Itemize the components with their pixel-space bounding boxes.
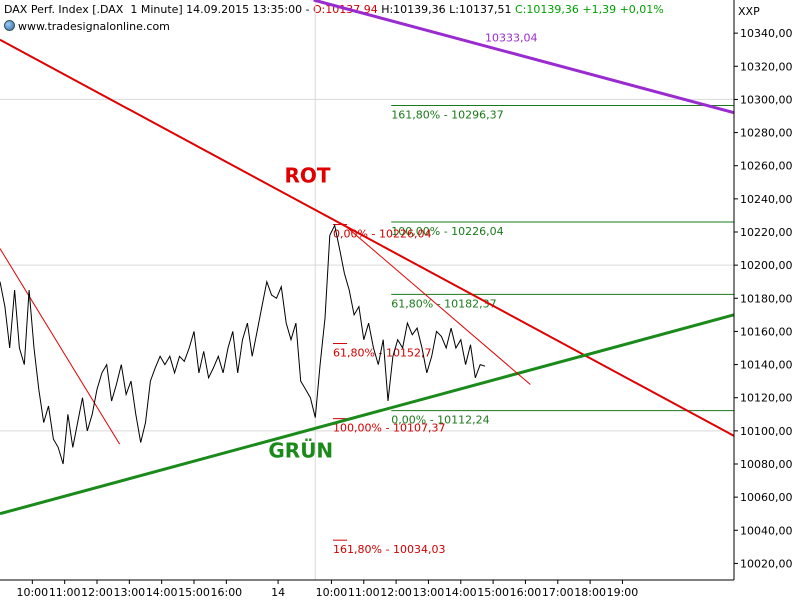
site-link[interactable]: www.tradesignalonline.com [4, 20, 170, 33]
y-tick-label: 10060,00 [740, 491, 793, 504]
x-tick-label: 16:00 [510, 586, 542, 599]
y-tick-label: 10300,00 [740, 93, 793, 106]
trend-line [0, 313, 735, 516]
fib-level-label: 100,00% - 10226,04 [391, 225, 503, 238]
y-tick-label: 10100,00 [740, 425, 793, 438]
fib-level-label: 100,00% - 10107,37 [333, 422, 445, 435]
header-high: H:10139,36 [377, 3, 446, 16]
y-tick-label: 10200,00 [740, 259, 793, 272]
x-tick-label: 12:00 [81, 586, 113, 599]
x-tick-label: 11:00 [49, 586, 81, 599]
header-close: C:10139,36 +1,39 +0,01% [511, 3, 664, 16]
y-tick-label: 10260,00 [740, 160, 793, 173]
x-tick-label: 14:00 [445, 586, 477, 599]
fib-level-label: 61,80% - 10182,37 [391, 297, 496, 310]
x-tick-label: 10:00 [16, 586, 48, 599]
price-line [0, 223, 486, 465]
header-title: DAX Perf. Index [.DAX 1 Minute] 14.09.20… [4, 3, 314, 16]
trend-line [0, 38, 735, 437]
header-low: L:10137,51 [445, 3, 512, 16]
chart-grid [0, 0, 734, 580]
x-tick-label: 14 [271, 586, 285, 599]
x-tick-label: 14:00 [146, 586, 178, 599]
fib-levels: 161,80% - 10296,37 100,00% - 10226,04 61,8… [333, 104, 734, 556]
symbol-label: XXP [738, 5, 760, 18]
x-tick-label: 13:00 [413, 586, 445, 599]
y-tick-label: 10320,00 [740, 60, 793, 73]
y-tick-label: 10020,00 [740, 557, 793, 570]
y-tick-label: 10120,00 [740, 392, 793, 405]
x-tick-label: 15:00 [477, 586, 509, 599]
y-tick-label: 10340,00 [740, 27, 793, 40]
trend-line [313, 0, 735, 115]
y-tick-label: 10220,00 [740, 226, 793, 239]
y-tick-label: 10140,00 [740, 359, 793, 372]
fib-level-label: 0,00% - 10226,04 [333, 228, 431, 241]
y-tick-label: 10040,00 [740, 524, 793, 537]
trend-line [0, 248, 121, 445]
chart-annotations: ROT GRÜN 10333,04 [268, 31, 537, 462]
trend-line [342, 223, 531, 385]
x-tick-label: 15:00 [178, 586, 210, 599]
fib-level-label: 161,80% - 10034,03 [333, 543, 445, 556]
x-tick-label: 18:00 [574, 586, 606, 599]
fib-level-label: 161,80% - 10296,37 [391, 108, 503, 121]
price-series [0, 223, 486, 465]
x-tick-label: 12:00 [380, 586, 412, 599]
x-tick-label: 17:00 [542, 586, 574, 599]
trend-lines [0, 0, 735, 516]
x-tick-label: 11:00 [348, 586, 380, 599]
x-tick-label: 10:00 [316, 586, 348, 599]
annotation-label: ROT [285, 163, 331, 187]
y-tick-label: 10160,00 [740, 325, 793, 338]
y-tick-label: 10180,00 [740, 292, 793, 305]
y-tick-label: 10080,00 [740, 458, 793, 471]
x-tick-label: 19:00 [607, 586, 639, 599]
x-tick-label: 13:00 [113, 586, 145, 599]
x-tick-label: 16:00 [210, 586, 242, 599]
y-tick-label: 10280,00 [740, 127, 793, 140]
annotation-label: GRÜN [268, 438, 333, 462]
y-tick-label: 10240,00 [740, 193, 793, 206]
fib-level-label: 0,00% - 10112,24 [391, 414, 489, 427]
site-url: www.tradesignalonline.com [18, 20, 170, 33]
fib-level-label: 61,80% - 10152,7 [333, 347, 431, 360]
globe-icon [4, 20, 15, 31]
annotation-label: 10333,04 [485, 31, 538, 44]
